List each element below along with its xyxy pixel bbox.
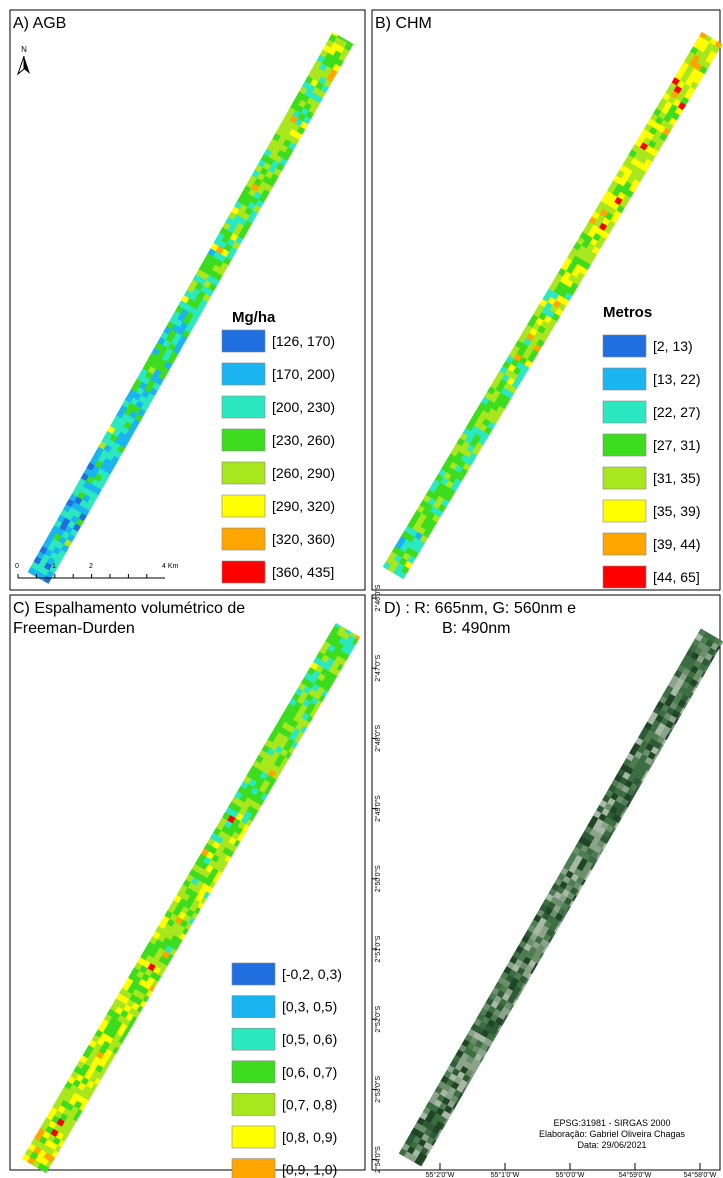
legend-swatch [602, 334, 647, 358]
legend-swatch [231, 1060, 276, 1084]
legend-swatch [602, 400, 647, 424]
legend-label: [39, 44) [653, 536, 700, 552]
panel-title: B: 490nm [442, 620, 510, 637]
legend-label: [44, 65] [653, 569, 700, 585]
legend-swatch [602, 499, 647, 523]
panel-frame [9, 9, 366, 591]
lat-label: 2°52'0"S [374, 1005, 382, 1032]
raster [21, 622, 361, 1174]
legend-swatch [221, 395, 266, 419]
legend-swatch [231, 962, 276, 986]
credit: Elaboração: Gabriel Oliveira Chagas [539, 1129, 686, 1139]
lat-label: 2°54'0"S [374, 1146, 382, 1173]
panel-title: Freeman-Durden [13, 620, 135, 637]
scale-label: 4 Km [162, 563, 179, 570]
legend-label: [0,8, 0,9) [282, 1129, 337, 1145]
legend-swatch [221, 560, 266, 584]
lat-label: 2°48'0"S [374, 725, 382, 752]
legend-label: [22, 27) [653, 404, 700, 420]
legend-label: [126, 170) [272, 333, 335, 349]
scale-label: 1 [52, 563, 56, 570]
legend-swatch [221, 461, 266, 485]
lon-label: 55°1'0"W [491, 1171, 520, 1178]
legend-swatch [231, 1125, 276, 1149]
credit: Data: 29/06/2021 [577, 1140, 646, 1150]
lat-label: 2°49'0"S [374, 795, 382, 822]
credit: EPSG:31981 - SIRGAS 2000 [553, 1118, 670, 1128]
legend-swatch [602, 466, 647, 490]
legend-swatch [221, 428, 266, 452]
legend-label: [170, 200) [272, 366, 335, 382]
lon-label: 54°58'0"W [684, 1171, 717, 1178]
panel-title: A) AGB [13, 15, 66, 32]
legend-swatch [602, 367, 647, 391]
lon-label: 55°2'0"W [426, 1171, 455, 1178]
legend-label: [-0,2, 0,3) [282, 966, 342, 982]
legend-swatch [221, 362, 266, 386]
legend-label: [0,7, 0,8) [282, 1096, 337, 1112]
legend-swatch [602, 433, 647, 457]
legend-swatch [231, 1027, 276, 1051]
lat-label: 2°51'0"S [374, 935, 382, 962]
legend-label: [320, 360) [272, 531, 335, 547]
legend-label: [27, 31) [653, 437, 700, 453]
legend-label: [200, 230) [272, 399, 335, 415]
legend-swatch [221, 494, 266, 518]
legend-swatch [231, 1093, 276, 1116]
panel: B) CHM Metros [2, 13) [13, 22) [22, 27) [27, … [371, 9, 723, 591]
north-arrow [24, 56, 30, 74]
legend-swatch [231, 995, 276, 1018]
raster [398, 628, 723, 1167]
legend-label: [2, 13) [653, 338, 693, 354]
lat-label: 2°47'0"S [374, 654, 382, 681]
legend-label: [0,3, 0,5) [282, 999, 337, 1015]
legend-swatch [221, 329, 266, 353]
lat-label: 2°53'0"S [374, 1076, 382, 1103]
lon-label: 55°0'0"W [556, 1171, 585, 1178]
legend-swatch [602, 532, 647, 556]
panel-title: C) Espalhamento volumétrico de [13, 600, 245, 617]
lat-label: 2°46'0"S [374, 584, 382, 611]
legend-label: [0,5, 0,6) [282, 1031, 337, 1047]
legend-title: Mg/ha [232, 309, 276, 326]
panel: C) Espalhamento volumétrico de Freeman-Du… [9, 594, 366, 1178]
legend-label: [31, 35) [653, 470, 700, 486]
panel-title: D) : R: 665nm, G: 560nm e [384, 600, 576, 617]
legend-swatch [231, 1158, 276, 1178]
raster [27, 32, 354, 584]
legend-label: [290, 320) [272, 498, 335, 514]
scale-label: 0 [15, 563, 19, 570]
north-label: N [21, 45, 27, 54]
panel-frame [9, 594, 366, 1171]
legend-label: [360, 435] [272, 564, 334, 580]
panel-frame [371, 9, 721, 591]
panel: A) AGB Mg/ha [126, 170) [170, 200) [200, 230… [9, 9, 366, 591]
raster [382, 31, 723, 580]
legend-swatch [221, 527, 266, 551]
lat-label: 2°50'0"S [374, 865, 382, 892]
legend-label: [0,6, 0,7) [282, 1064, 337, 1080]
legend-swatch [602, 565, 647, 589]
legend-label: [230, 260) [272, 432, 335, 448]
legend-label: [260, 290) [272, 465, 335, 481]
scale-label: 2 [89, 563, 93, 570]
panel-title: B) CHM [375, 15, 432, 32]
panel: D) : R: 665nm, G: 560nm e B: 490nm 2°46'0"… [371, 584, 723, 1178]
legend-title: Metros [603, 304, 652, 321]
legend-label: [35, 39) [653, 503, 700, 519]
lon-label: 54°59'0"W [619, 1171, 652, 1178]
panel-frame [371, 594, 721, 1171]
legend-label: [13, 22) [653, 371, 700, 387]
legend-label: [0,9, 1,0) [282, 1162, 337, 1178]
